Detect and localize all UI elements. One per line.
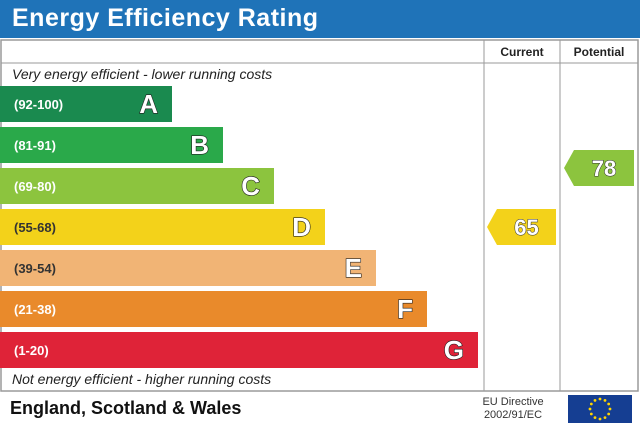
title-bar: Energy Efficiency Rating <box>0 0 640 38</box>
band-c-letter: C <box>241 171 260 201</box>
potential-column-header: Potential <box>574 45 625 59</box>
band-a-range: (92-100) <box>14 97 63 112</box>
eu-directive-line1: EU Directive <box>482 396 543 408</box>
rating-bands: (92-100) A (81-91) B (69-80) C (55-68) D (39-54)… <box>0 86 478 368</box>
potential-rating-value: 78 <box>592 156 616 181</box>
band-a-bar <box>0 86 172 122</box>
eu-flag-star <box>607 402 611 406</box>
eu-flag-star <box>608 407 612 411</box>
band-b-letter: B <box>190 130 209 160</box>
eu-flag-star <box>598 417 602 421</box>
eu-flag-star <box>589 412 593 416</box>
eu-flag-star <box>593 416 597 420</box>
band-e-range: (39-54) <box>14 261 56 276</box>
note-bottom: Not energy efficient - higher running co… <box>12 371 271 387</box>
potential-rating-arrow <box>564 150 634 186</box>
band-e-letter: E <box>345 253 362 283</box>
band-a-letter: A <box>139 89 158 119</box>
band-f-bar <box>0 291 427 327</box>
current-column-header: Current <box>500 45 543 59</box>
band-d-bar <box>0 209 325 245</box>
band-d-letter: D <box>292 212 311 242</box>
band-f-range: (21-38) <box>14 302 56 317</box>
chart-title: Energy Efficiency Rating <box>12 4 319 32</box>
eu-flag-star <box>603 416 607 420</box>
footer-country: England, Scotland & Wales <box>10 398 241 418</box>
band-c-range: (69-80) <box>14 179 56 194</box>
eu-flag-icon <box>568 395 632 423</box>
eu-directive-line2: 2002/91/EC <box>484 409 542 421</box>
band-b-bar <box>0 127 223 163</box>
band-b-range: (81-91) <box>14 138 56 153</box>
eu-flag-star <box>593 398 597 402</box>
band-f-letter: F <box>397 294 413 324</box>
band-d-range: (55-68) <box>14 220 56 235</box>
eu-flag-star <box>603 398 607 402</box>
eu-flag-star <box>589 402 593 406</box>
band-g-range: (1-20) <box>14 343 49 358</box>
eu-flag-star <box>588 407 592 411</box>
current-rating-value: 65 <box>514 215 538 240</box>
note-top: Very energy efficient - lower running co… <box>12 66 272 82</box>
eu-flag-star <box>598 397 602 401</box>
current-rating-arrow <box>487 209 556 245</box>
band-e-bar <box>0 250 376 286</box>
band-c-bar <box>0 168 274 204</box>
band-g-letter: G <box>444 335 464 365</box>
band-g-bar <box>0 332 478 368</box>
eu-flag-star <box>607 412 611 416</box>
rating-indicators: 65 78 <box>487 150 634 245</box>
